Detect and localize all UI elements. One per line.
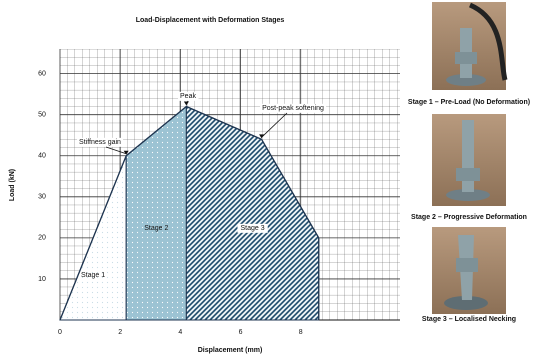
y-tick-label: 40	[38, 153, 46, 160]
x-axis-label: Displacement (mm)	[198, 347, 263, 354]
chart-title: Load-Displacement with Deformation Stage…	[136, 17, 285, 24]
x-tick-label: 4	[178, 329, 182, 336]
x-tick-label: 6	[239, 329, 243, 336]
annotation-bg	[260, 103, 327, 113]
y-tick-label: 60	[38, 70, 46, 77]
stage-label: Stage 3	[240, 225, 264, 232]
annotation-arrow	[105, 146, 127, 155]
y-tick-label: 30	[38, 194, 46, 201]
stage-label: Stage 1	[81, 272, 105, 279]
photo-caption: Stage 3 – Localised Necking	[422, 316, 516, 323]
photo	[432, 227, 506, 314]
label-bg	[237, 223, 268, 233]
annotation: Stiffness gain	[79, 139, 121, 146]
y-axis-label: Load (kN)	[9, 169, 16, 201]
y-tick-label: 50	[38, 112, 46, 119]
photo	[432, 2, 508, 90]
arrow-head	[259, 134, 265, 139]
annotation-bg	[178, 91, 199, 101]
stage-label: Stage 2	[144, 225, 168, 232]
load-line	[59, 105, 320, 321]
annotation: Post-peak softening	[262, 105, 324, 112]
annotation-bg	[77, 137, 124, 147]
x-tick-label: 8	[299, 329, 303, 336]
annotation-arrow	[261, 112, 288, 138]
arrow-head	[123, 150, 129, 155]
y-tick-label: 10	[38, 276, 46, 283]
photo-caption: Stage 1 – Pre-Load (No Deformation)	[408, 99, 530, 106]
photo	[432, 114, 506, 206]
photo-caption: Stage 2 – Progressive Deformation	[411, 214, 527, 221]
x-tick-label: 0	[58, 329, 62, 336]
arrow-head	[183, 101, 189, 106]
annotation: Peak	[180, 93, 196, 100]
x-tick-label: 2	[118, 329, 122, 336]
y-tick-label: 20	[38, 235, 46, 242]
